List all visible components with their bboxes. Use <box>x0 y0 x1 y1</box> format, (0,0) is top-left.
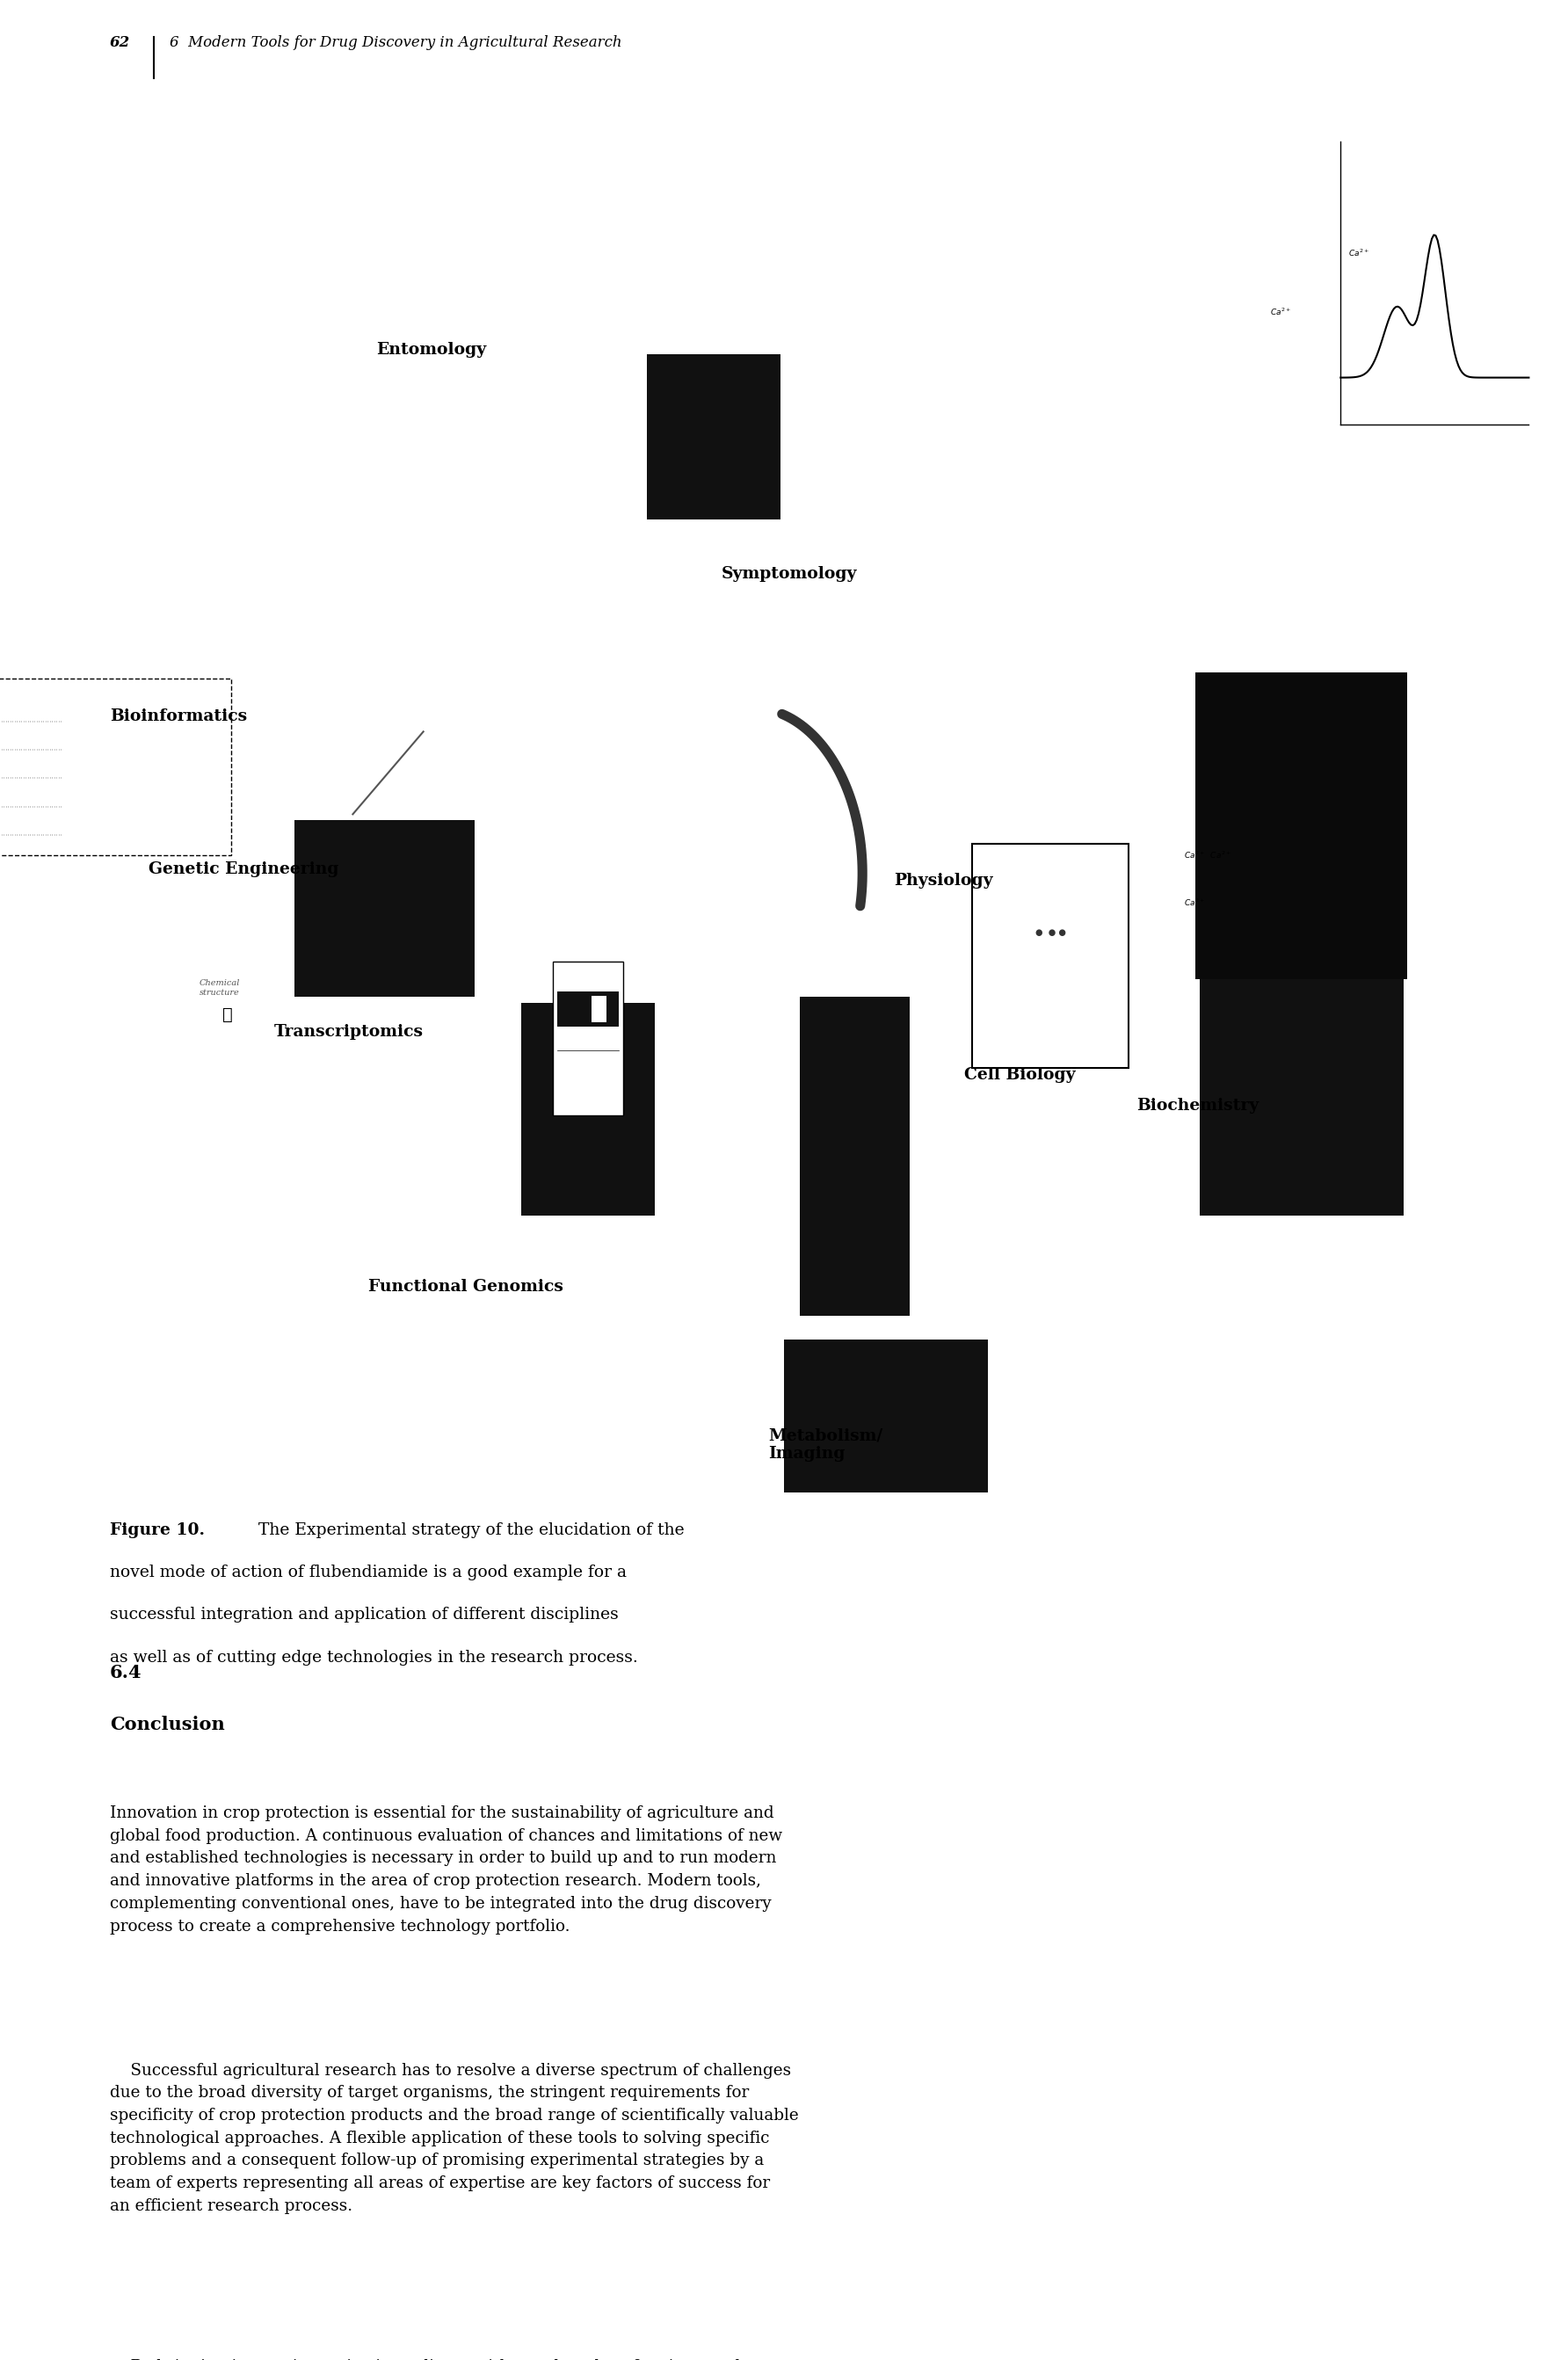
Bar <box>648 354 781 519</box>
Text: Successful agricultural research has to resolve a diverse spectrum of challenges: Successful agricultural research has to … <box>110 2063 798 2214</box>
Bar <box>591 996 607 1022</box>
Text: 62: 62 <box>110 35 130 50</box>
Text: Figure 10.: Figure 10. <box>110 1522 205 1539</box>
Text: Chemical
structure: Chemical structure <box>199 979 240 996</box>
Text: 6  Modern Tools for Drug Discovery in Agricultural Research: 6 Modern Tools for Drug Discovery in Agr… <box>169 35 621 50</box>
Bar <box>1200 956 1403 1215</box>
Text: ::::::::::::::::::::::::::::::: :::::::::::::::::::::::::::::: <box>0 776 63 779</box>
Text: Metabolism/
Imaging: Metabolism/ Imaging <box>768 1428 883 1461</box>
Bar <box>784 1338 988 1492</box>
Text: 6.4: 6.4 <box>110 1664 143 1680</box>
Text: Entomology: Entomology <box>376 342 486 359</box>
Text: Physiology: Physiology <box>894 873 993 890</box>
Bar <box>1195 673 1408 979</box>
Bar <box>521 1003 655 1215</box>
Text: ⌬: ⌬ <box>223 1008 232 1022</box>
Bar <box>558 991 618 1027</box>
Text: Cell Biology: Cell Biology <box>964 1067 1076 1083</box>
Text: novel mode of action of flubendiamide is a good example for a: novel mode of action of flubendiamide is… <box>110 1565 627 1581</box>
Bar <box>972 845 1129 1067</box>
Text: $Ca^{2+}$  $Ca^{2+}$: $Ca^{2+}$ $Ca^{2+}$ <box>1184 850 1231 861</box>
Text: ::::::::::::::::::::::::::::::: :::::::::::::::::::::::::::::: <box>0 748 63 750</box>
Text: Innovation in crop protection is essential for the sustainability of agriculture: Innovation in crop protection is essenti… <box>110 1805 782 1935</box>
Bar <box>800 996 909 1317</box>
Text: ●  ● ●: ● ● ● <box>1035 927 1066 937</box>
Text: Symptomology: Symptomology <box>721 566 858 583</box>
Bar <box>295 821 474 996</box>
Text: as well as of cutting edge technologies in the research process.: as well as of cutting edge technologies … <box>110 1650 638 1666</box>
Text: $Ca^{2+}$: $Ca^{2+}$ <box>1348 248 1369 260</box>
Text: Biochemistry: Biochemistry <box>1137 1097 1259 1114</box>
Text: Bioinformatics: Bioinformatics <box>110 708 248 725</box>
Text: Transcriptomics: Transcriptomics <box>274 1024 423 1041</box>
Text: Genetic Engineering: Genetic Engineering <box>149 861 339 878</box>
Bar <box>0 680 232 854</box>
Text: Conclusion: Conclusion <box>110 1716 224 1732</box>
Text: $Ca^{2+}$: $Ca^{2+}$ <box>1184 897 1204 909</box>
Text: successful integration and application of different disciplines: successful integration and application o… <box>110 1607 618 1624</box>
Text: The Experimental strategy of the elucidation of the: The Experimental strategy of the elucida… <box>248 1522 684 1539</box>
Bar <box>552 963 622 1114</box>
Text: Functional Genomics: Functional Genomics <box>368 1279 563 1296</box>
Text: ::::::::::::::::::::::::::::::: :::::::::::::::::::::::::::::: <box>0 720 63 722</box>
Text: $Ca^{2+}$: $Ca^{2+}$ <box>1270 307 1290 319</box>
Text: ::::::::::::::::::::::::::::::: :::::::::::::::::::::::::::::: <box>0 805 63 807</box>
Text: ::::::::::::::::::::::::::::::: :::::::::::::::::::::::::::::: <box>0 833 63 835</box>
